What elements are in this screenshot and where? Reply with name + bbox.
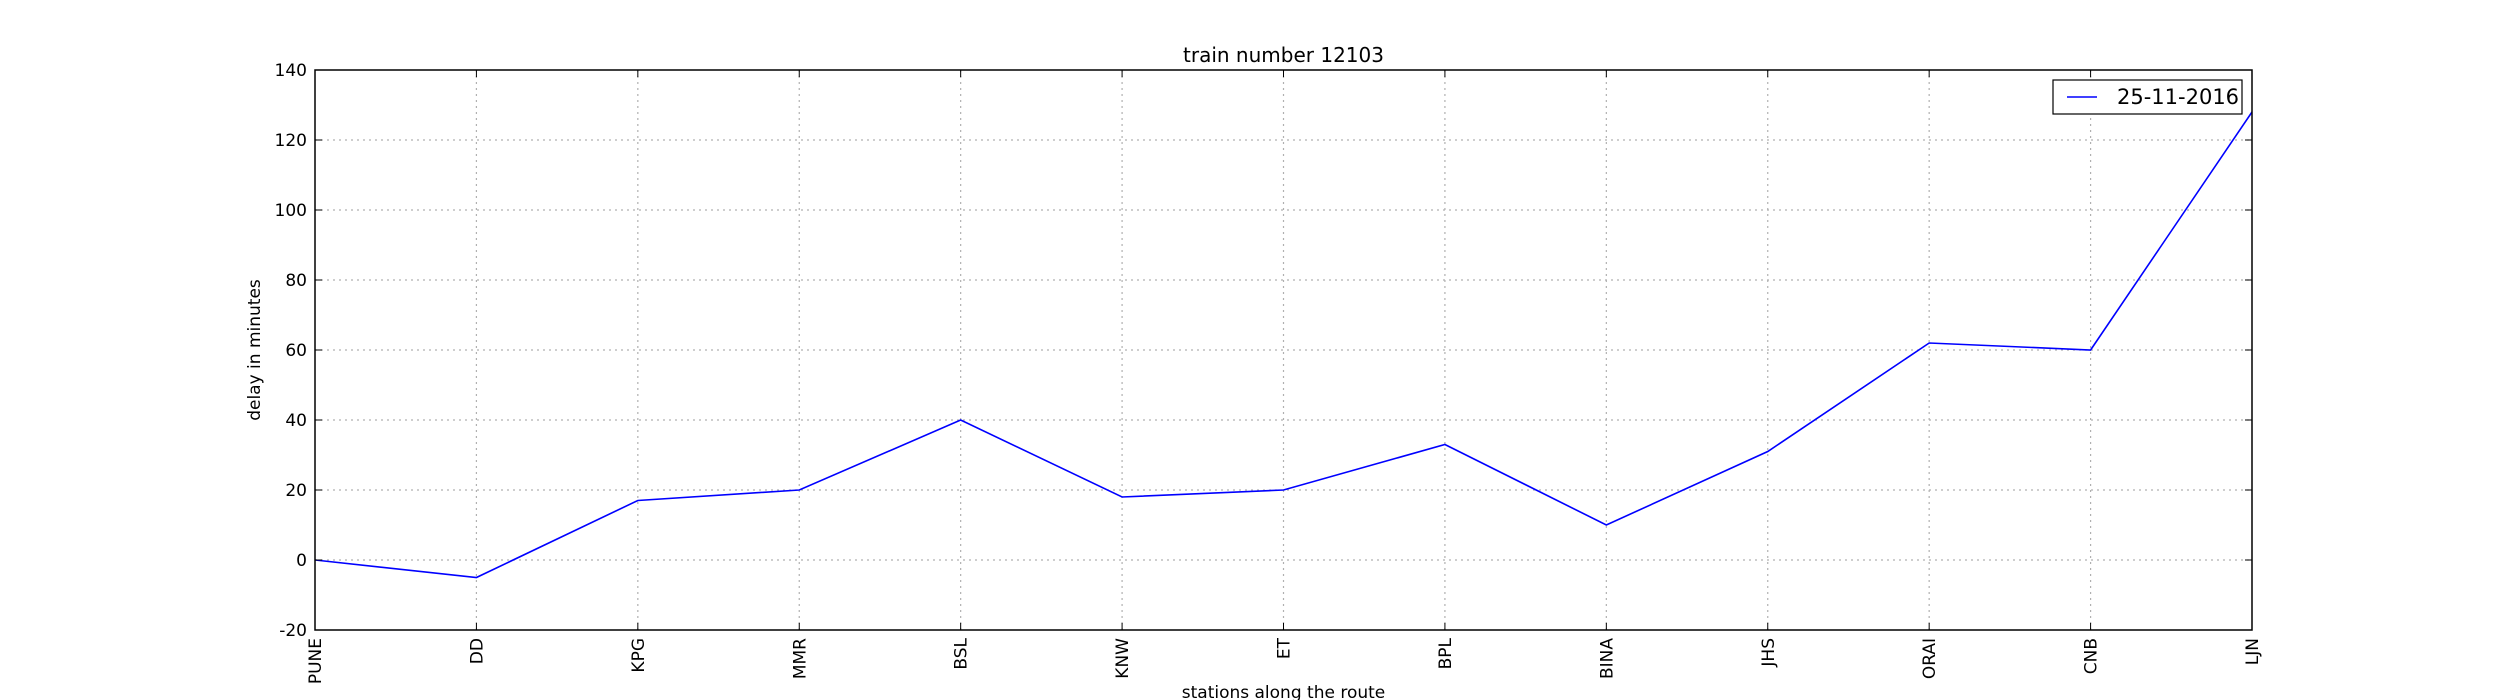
y-tick-label: 80	[285, 271, 307, 291]
y-tick-label: 40	[285, 411, 307, 431]
y-axis-title: delay in minutes	[245, 279, 265, 421]
x-axis-ticks: PUNE DD KPG MMR BSL KNW ET BPL BINA JHS ORAI CNB LJN	[306, 70, 2263, 684]
x-tick-label: LJN	[2243, 638, 2263, 665]
y-tick-label: -20	[279, 621, 307, 641]
series-line	[314, 111, 2253, 579]
x-tick-label: DD	[467, 638, 487, 664]
x-tick-label: PUNE	[306, 638, 326, 684]
y-tick-label: 120	[275, 131, 307, 151]
y-axis-ticks: -20 0 20 40 60 80 100 120 140	[275, 61, 2252, 641]
y-tick-label: 20	[285, 481, 307, 501]
y-tick-label: 0	[296, 551, 307, 571]
x-tick-label: KNW	[1113, 638, 1133, 679]
x-tick-label: CNB	[2082, 638, 2102, 674]
x-tick-label: BSL	[952, 637, 972, 669]
y-tick-label: 60	[285, 341, 307, 361]
legend-label: 25-11-2016	[2117, 85, 2239, 109]
x-tick-label: JHS	[1759, 638, 1779, 668]
series-lines	[314, 111, 2253, 579]
grid-lines	[315, 70, 2252, 630]
chart-title: train number 12103	[1183, 43, 1384, 67]
x-tick-label: KPG	[629, 638, 649, 673]
x-tick-label: ORAI	[1920, 638, 1940, 679]
x-tick-label: BINA	[1597, 638, 1617, 679]
y-tick-label: 100	[275, 201, 307, 221]
legend: 25-11-2016	[2052, 79, 2243, 115]
x-tick-label: MMR	[790, 638, 810, 679]
x-tick-label: ET	[1275, 637, 1295, 659]
x-tick-label: BPL	[1436, 637, 1456, 669]
x-axis-title: stations along the route	[1182, 683, 1386, 700]
y-tick-label: 140	[275, 61, 307, 81]
